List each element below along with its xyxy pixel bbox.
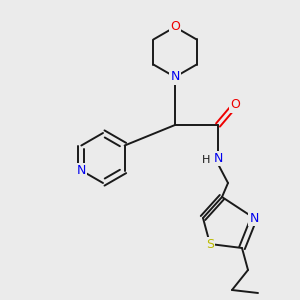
Text: S: S [206,238,214,250]
Text: O: O [230,98,240,112]
Text: N: N [249,212,259,224]
Text: N: N [213,152,223,164]
Text: H: H [202,155,210,165]
Text: O: O [170,20,180,34]
Text: N: N [77,164,86,177]
Text: N: N [170,70,180,83]
